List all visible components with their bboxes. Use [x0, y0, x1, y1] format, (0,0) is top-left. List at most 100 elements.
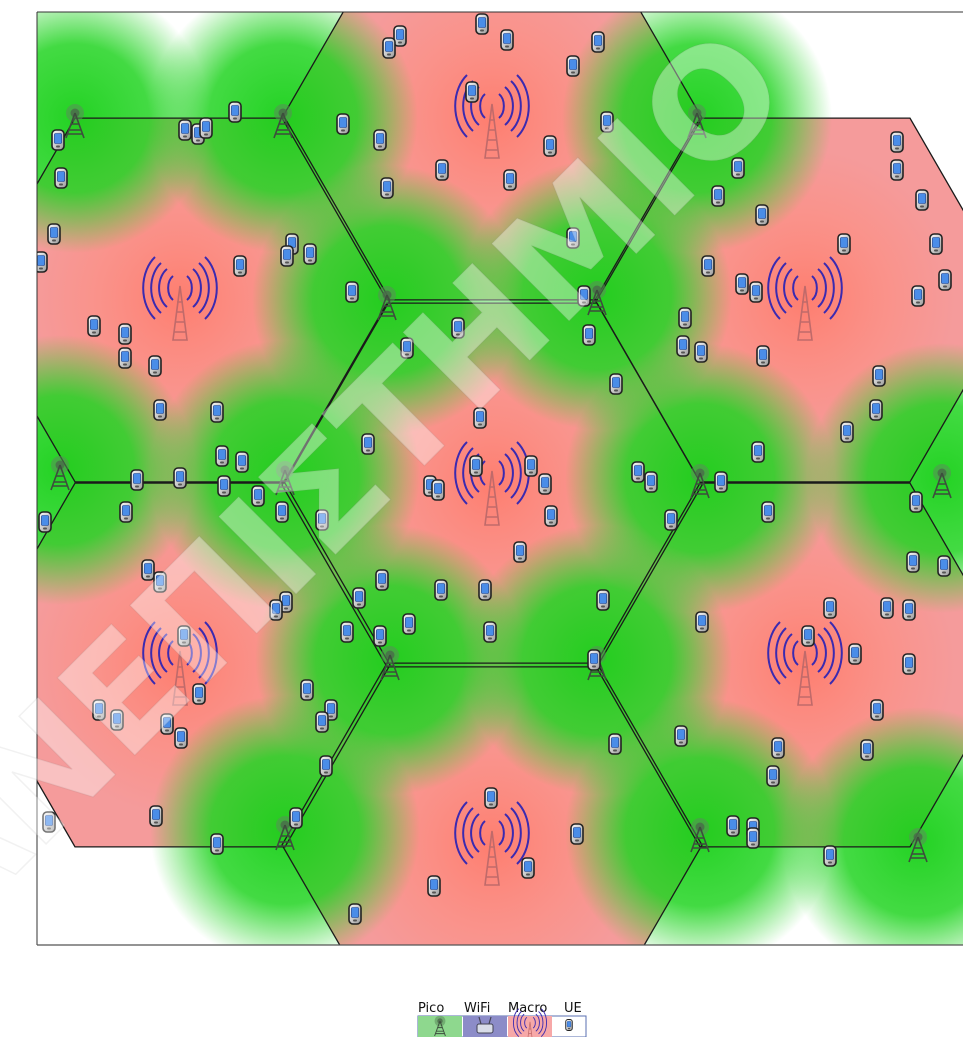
ue-phone-icon [860, 739, 874, 761]
macro-antenna-icon [508, 1008, 552, 1037]
ue-phone-icon [695, 611, 709, 633]
ue-phone-icon [478, 579, 492, 601]
ue-phone-icon [587, 649, 601, 671]
ue-phone-icon [801, 625, 815, 647]
ue-phone-icon [644, 471, 658, 493]
ue-phone-icon [591, 31, 605, 53]
ue-phone-icon [596, 589, 610, 611]
legend-label-pico: Pico [418, 1001, 444, 1016]
ue-phone-icon [870, 699, 884, 721]
ue-phone-icon [915, 189, 929, 211]
ue-phone-icon [848, 643, 862, 665]
ue-phone-icon [911, 285, 925, 307]
ue-phone-icon [373, 625, 387, 647]
ue-phone-icon [880, 597, 894, 619]
ue-phone-icon [380, 177, 394, 199]
ue-phone-icon [51, 129, 65, 151]
macro-cell-border [37, 482, 391, 848]
ue-phone-icon [500, 29, 514, 51]
ue-phone-icon [902, 599, 916, 621]
ue-phone-icon [153, 399, 167, 421]
ue-phone-icon [823, 845, 837, 867]
ue-phone-icon [902, 653, 916, 675]
legend-label-macro: Macro [508, 1001, 547, 1016]
ue-phone-icon [570, 823, 584, 845]
legend-label-wifi: WiFi [464, 1001, 490, 1016]
ue-phone-icon [756, 345, 770, 367]
ue-phone-icon [148, 355, 162, 377]
ue-phone-icon [674, 725, 688, 747]
ue-phone-icon [210, 401, 224, 423]
ue-phone-icon [929, 233, 943, 255]
ue-phone-icon [538, 473, 552, 495]
ue-phone-icon [608, 733, 622, 755]
ue-phone-icon [215, 445, 229, 467]
ue-phone-icon [521, 857, 535, 879]
ue-phone-icon [435, 159, 449, 181]
ue-phone-icon [524, 455, 538, 477]
ue-phone-icon [303, 243, 317, 265]
legend: Pico WiFi Macro UE [417, 1001, 587, 1037]
ue-phone-icon [678, 307, 692, 329]
ue-phone-icon [609, 373, 623, 395]
ue-phone-icon [484, 787, 498, 809]
ue-phone-icon [352, 587, 366, 609]
ue-phone-icon [402, 613, 416, 635]
phone-icon [565, 1019, 573, 1031]
ue-phone-icon [178, 119, 192, 141]
ue-phone-icon [427, 875, 441, 897]
ue-phone-icon [837, 233, 851, 255]
legend-label-ue: UE [564, 1001, 582, 1016]
ue-phone-icon [726, 815, 740, 837]
ue-phone-icon [382, 37, 396, 59]
ue-phone-icon [746, 827, 760, 849]
pico-tower-icon [418, 1015, 462, 1037]
ue-phone-icon [890, 159, 904, 181]
ue-phone-icon [735, 273, 749, 295]
ue-phone-icon [840, 421, 854, 443]
ue-phone-icon [119, 501, 133, 523]
ue-phone-icon [766, 765, 780, 787]
ue-phone-icon [714, 471, 728, 493]
macro-cell-border [594, 117, 963, 483]
ue-phone-icon [566, 55, 580, 77]
ue-phone-icon [751, 441, 765, 463]
wifi-router-icon [463, 1016, 507, 1037]
ue-phone-icon [130, 469, 144, 491]
ue-phone-icon [749, 281, 763, 303]
ue-phone-icon [228, 101, 242, 123]
ue-phone-icon [38, 511, 52, 533]
ue-phone-icon [938, 269, 952, 291]
ue-phone-icon [233, 255, 247, 277]
ue-phone-icon [315, 711, 329, 733]
ue-phone-icon [694, 341, 708, 363]
ue-phone-icon [300, 679, 314, 701]
ue-phone-icon [118, 347, 132, 369]
ue-phone-icon [340, 621, 354, 643]
ue-phone-icon [676, 335, 690, 357]
ue-phone-icon [47, 223, 61, 245]
ue-phone-icon [280, 245, 294, 267]
ue-phone-icon [823, 597, 837, 619]
ue-phone-icon [118, 323, 132, 345]
ue-phone-icon [54, 167, 68, 189]
ue-phone-icon [906, 551, 920, 573]
pico-coverage-zone [783, 707, 963, 945]
ue-phone-icon [909, 491, 923, 513]
ue-phone-icon [345, 281, 359, 303]
pico-coverage-zone [807, 343, 963, 613]
ue-phone-icon [872, 365, 886, 387]
ue-phone-icon [869, 399, 883, 421]
ue-phone-icon [348, 903, 362, 925]
ue-phone-icon [544, 505, 558, 527]
ue-phone-icon [210, 833, 224, 855]
ue-phone-icon [319, 755, 333, 777]
ue-phone-icon [513, 541, 527, 563]
ue-phone-icon [289, 807, 303, 829]
ue-phone-icon [465, 81, 479, 103]
ue-phone-icon [173, 467, 187, 489]
ue-phone-icon [149, 805, 163, 827]
ue-phone-icon [373, 129, 387, 151]
